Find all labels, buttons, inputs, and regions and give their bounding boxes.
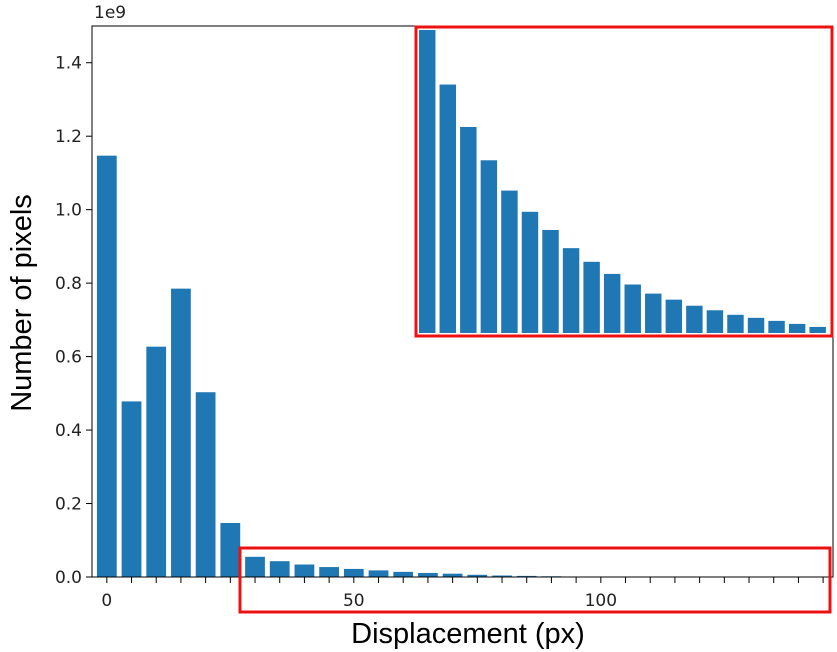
y-tick-label: 0.0 (55, 568, 82, 588)
inset-bar (562, 248, 580, 333)
inset-bar (419, 30, 436, 333)
y-tick-label: 0.6 (55, 348, 82, 368)
bar (294, 564, 315, 577)
inset-bar (460, 126, 477, 334)
y-tick-label: 1.2 (55, 127, 82, 147)
bar (442, 573, 463, 577)
bar (393, 571, 414, 577)
y-axis-label: Number of pixels (6, 194, 38, 412)
x-ticks: 0 50 100 (101, 577, 824, 611)
bars (96, 155, 562, 578)
bar (269, 561, 290, 577)
inset-highlight-box (414, 25, 834, 338)
inset-bar (768, 320, 785, 333)
y-tick-label: 0.8 (55, 274, 82, 294)
inset-bar (747, 317, 765, 333)
inset-bar (788, 323, 806, 333)
inset-bar (439, 84, 456, 333)
inset-bar (603, 273, 621, 334)
bar (195, 392, 216, 577)
x-tick-label: 0 (101, 591, 112, 611)
inset-bar (645, 293, 662, 333)
inset-bar (480, 160, 498, 333)
inset-bar (665, 299, 683, 333)
inset-bar (521, 211, 539, 333)
bar (220, 523, 241, 577)
y-tick-label: 0.2 (55, 495, 82, 515)
bar (516, 575, 537, 577)
bar (171, 288, 191, 577)
y-tick-label: 0.4 (55, 421, 82, 441)
bar (121, 401, 142, 577)
inset-bars (419, 30, 826, 334)
inset-bar (542, 229, 559, 333)
x-tick-label: 100 (585, 591, 617, 611)
bar (467, 574, 488, 577)
inset-bar (706, 310, 724, 333)
y-axis-multiplier: 1e9 (94, 3, 126, 23)
inset-bar (501, 190, 518, 333)
zoom-highlight-box (238, 546, 832, 614)
bar (146, 346, 167, 577)
y-ticks: 0.0 0.2 0.4 0.6 0.8 1.0 1.2 1.4 (55, 54, 92, 588)
bar (343, 568, 364, 577)
y-tick-label: 1.0 (55, 201, 82, 221)
inset-bar (727, 314, 744, 333)
inset-bar (583, 261, 600, 333)
x-axis-label: Displacement (px) (351, 618, 585, 650)
bar (245, 556, 265, 577)
inset-bar (809, 326, 826, 333)
bar (319, 567, 339, 577)
bar (368, 570, 389, 577)
inset-bar (624, 284, 641, 333)
y-tick-label: 1.4 (55, 54, 82, 74)
bar (492, 575, 512, 577)
inset-bar (686, 305, 703, 333)
x-tick-label: 50 (343, 591, 365, 611)
bar (418, 572, 438, 577)
bar (96, 155, 117, 578)
